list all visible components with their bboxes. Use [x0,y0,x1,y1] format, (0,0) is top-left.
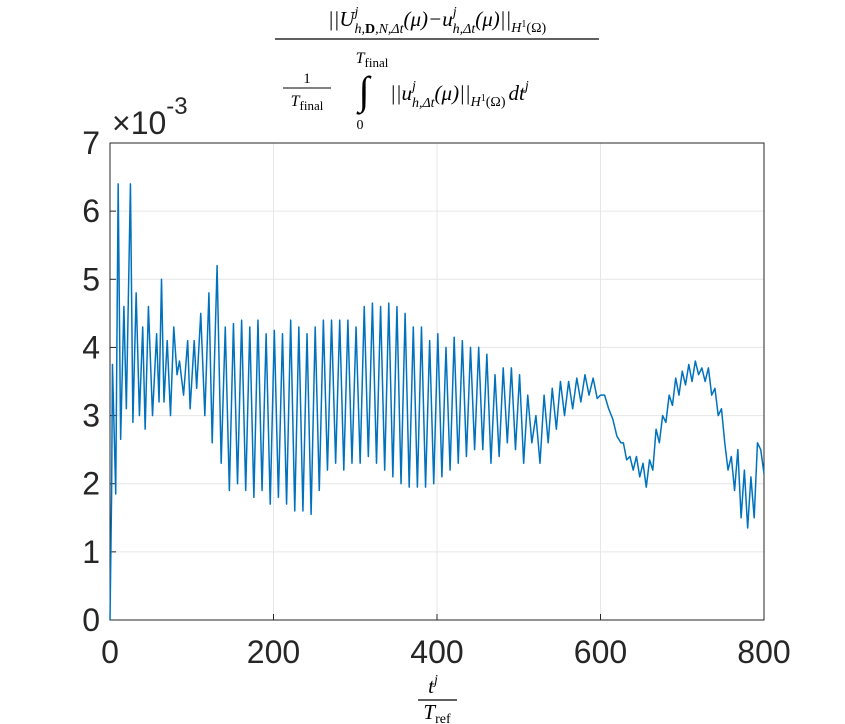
y-multiplier: ×10-3 [112,93,188,141]
t: H [510,21,522,36]
y-tick-label: 2 [82,466,100,502]
t: dt [508,81,526,105]
t: (μ)|| [475,7,511,31]
x-tick-label: 800 [737,634,790,670]
t: t [428,674,435,698]
title-fraction-top: 1 [303,71,311,87]
t: ×10 [112,105,166,141]
y-tick-label: 3 [82,398,100,434]
t: D [365,22,375,37]
t: T [423,700,436,724]
t: j [451,5,457,20]
t: -3 [166,93,187,120]
integral-sign: ∫ [356,68,373,115]
y-tick-label: 6 [82,193,100,229]
t: (Ω) [486,95,506,110]
t: ref [435,712,451,724]
plot-frame [109,142,765,621]
t: T [356,50,366,67]
t: h,Δt [453,22,477,37]
y-tick-label: 5 [82,261,100,297]
t: 1 [481,93,486,104]
integral-lower: 0 [357,118,364,133]
t: H [470,95,482,110]
t: ||U [328,7,357,31]
t: final [365,55,389,70]
chart-title: ||Uj h,D,N,Δt(μ)−uj h,Δt(μ)||H1(Ω) 1 Tfina… [275,5,599,133]
y-tick-label: 0 [82,602,100,638]
data-line [109,183,765,621]
t: j [523,79,529,94]
x-tick-label: 0 [101,634,119,670]
t: 1 [521,19,526,30]
integral-upper: Tfinal [356,50,389,70]
t: (μ)−u [404,7,453,31]
y-tick-label: 4 [82,329,100,365]
xlabel-bottom: Tref [423,700,451,724]
xlabel-top: tj [428,673,438,698]
y-tick-label: 1 [82,534,100,570]
t: j [410,79,416,94]
t: final [300,98,324,113]
x-axis-label: tj Tref [418,673,457,724]
x-tick-label: 200 [247,634,300,670]
t: j [353,5,359,20]
t: T [291,93,301,110]
title-numerator: ||Uj h,D,N,Δt(μ)−uj h,Δt(μ)||H1(Ω) [328,5,547,37]
t: h,Δt [412,96,436,111]
t: j [432,673,438,688]
t: ,N,Δt [375,22,405,37]
x-tick-label: 400 [410,634,463,670]
y-tick-label: 7 [82,125,100,161]
t: (μ)|| [435,81,471,105]
x-tick-label: 600 [574,634,627,670]
t: ||u [390,81,412,105]
t: (Ω) [526,21,546,36]
t: h, [354,22,365,37]
title-integrand: ||uj h,Δt(μ)||H1(Ω) dtj [390,79,529,111]
title-fraction-bottom: Tfinal [291,93,324,113]
